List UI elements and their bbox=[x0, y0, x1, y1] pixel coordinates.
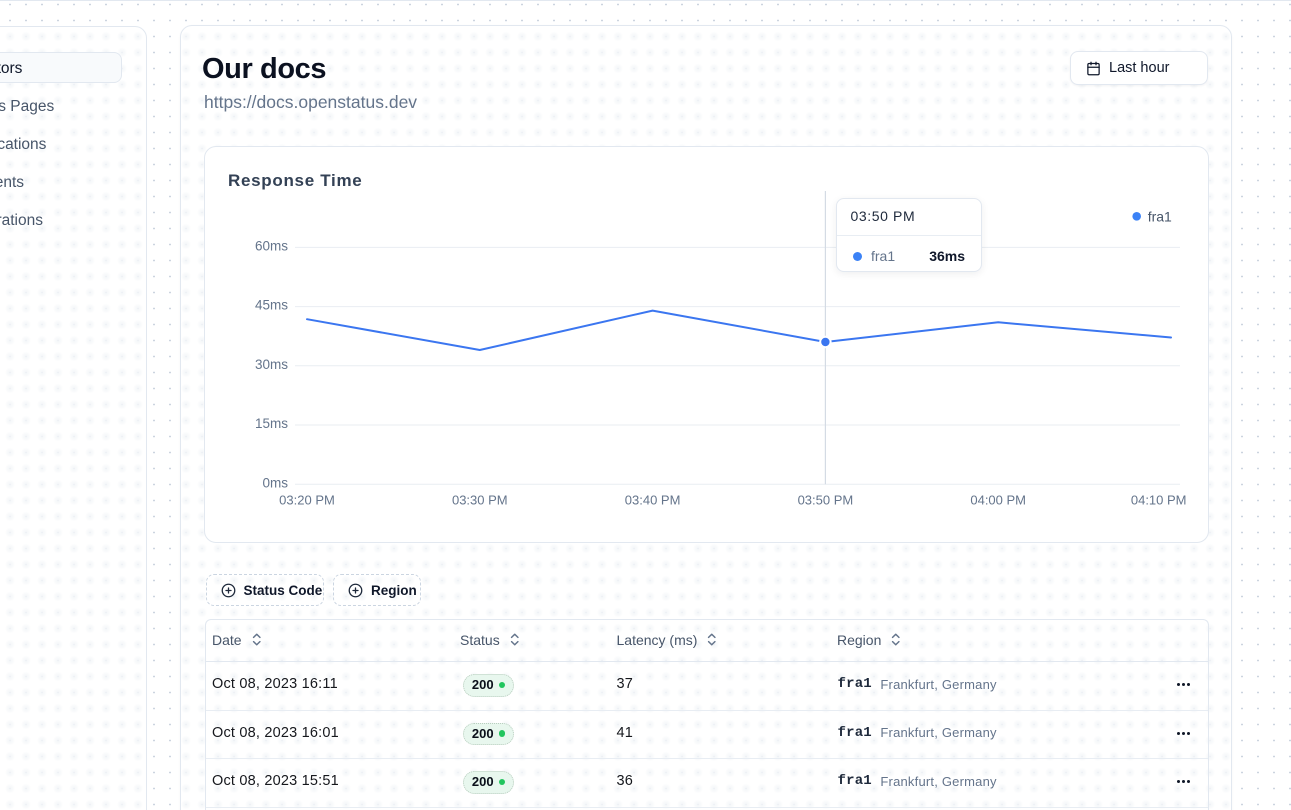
svg-text:45ms: 45ms bbox=[255, 298, 288, 313]
svg-text:30ms: 30ms bbox=[255, 357, 288, 372]
svg-text:0ms: 0ms bbox=[262, 475, 288, 490]
svg-text:03:30 PM: 03:30 PM bbox=[452, 493, 508, 508]
svg-text:15ms: 15ms bbox=[255, 416, 288, 431]
svg-text:04:10 PM: 04:10 PM bbox=[1131, 493, 1187, 508]
svg-text:03:20 PM: 03:20 PM bbox=[279, 493, 335, 508]
svg-text:03:40 PM: 03:40 PM bbox=[625, 493, 681, 508]
svg-text:60ms: 60ms bbox=[255, 239, 288, 254]
svg-text:03:50 PM: 03:50 PM bbox=[798, 493, 854, 508]
svg-text:04:00 PM: 04:00 PM bbox=[970, 493, 1026, 508]
svg-text:fra1: fra1 bbox=[1148, 208, 1172, 224]
